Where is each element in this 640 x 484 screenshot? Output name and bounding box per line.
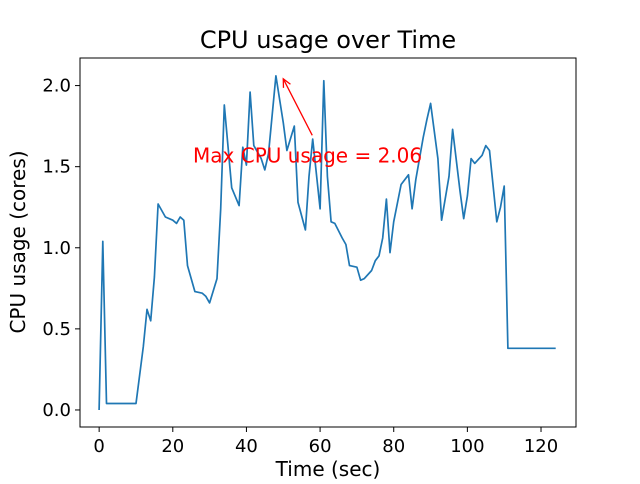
y-tick-label: 0.0 [42, 400, 71, 421]
x-tick-label: 40 [235, 436, 258, 457]
chart-title: CPU usage over Time [200, 26, 456, 54]
x-axis-label: Time (sec) [275, 457, 381, 480]
x-tick-label: 100 [450, 436, 484, 457]
x-tick-label: 0 [93, 436, 104, 457]
y-tick-label: 1.0 [42, 238, 71, 259]
y-tick-label: 1.5 [42, 157, 71, 178]
axes-frame [79, 57, 577, 428]
annotation-text: Max CPU usage = 2.06 [193, 143, 422, 167]
series-line [98, 74, 556, 411]
x-tick-label: 60 [309, 436, 332, 457]
y-tick-label: 2.0 [42, 76, 71, 97]
annotation-arrow-line [282, 78, 313, 136]
annotation: Max CPU usage = 2.06 [193, 77, 422, 167]
plot-area [98, 74, 556, 411]
axis-ticks: 0 20 40 60 80 100 120 0.0 0.5 1.0 1.5 2.0 [42, 76, 558, 457]
x-tick-label: 80 [382, 436, 405, 457]
y-axis-label: CPU usage (cores) [6, 150, 30, 333]
annotation-arrowhead [282, 77, 291, 88]
x-tick-label: 20 [161, 436, 184, 457]
y-tick-label: 0.5 [42, 319, 71, 340]
x-tick-label: 120 [524, 436, 558, 457]
